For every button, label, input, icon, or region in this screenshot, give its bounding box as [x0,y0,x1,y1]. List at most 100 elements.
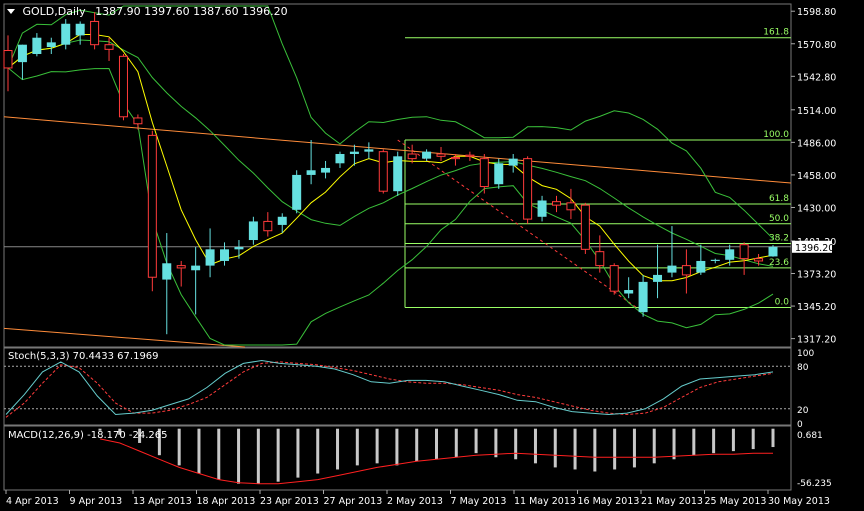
price-tick-label: 1570.80 [797,40,836,51]
candle [422,149,432,161]
candle-body [681,265,691,276]
candle-body [191,265,201,271]
price-tick-label: 1486.00 [797,138,836,149]
fib-label: 38.2 [769,234,789,244]
symbol-label: GOLD,Daily [22,5,86,18]
macd-panel-frame [3,425,792,491]
chevron-down-icon[interactable] [7,9,15,14]
candle [710,258,720,264]
candle-body [321,167,331,173]
candle [580,202,590,254]
fib-label: 50.0 [769,214,789,224]
candle-body [263,220,273,232]
candle-body [537,200,547,217]
candle [3,35,13,92]
stoch-axis-label: 20 [797,406,809,416]
macd-bar [276,428,280,482]
candle-body [364,149,374,152]
candle-body [407,153,417,160]
time-tick-label: 11 May 2013 [514,496,576,507]
macd-bar [157,428,161,456]
price-tick-label: 1317.20 [797,335,836,346]
macd-bar [672,428,676,460]
candle [768,245,778,257]
candle [349,144,359,166]
price-tick-label: 1430.00 [797,203,836,214]
macd-label: MACD(12,26,9) -18.170 -24.265 [8,430,168,441]
stoch-axis-label: 80 [797,363,809,373]
candle-body [306,170,316,175]
candle-body [349,151,359,154]
fib-label: 161.8 [763,28,789,38]
price-tick-label: 1542.80 [797,72,836,83]
candle [306,140,316,185]
candle [508,153,518,173]
candle-body [335,153,345,164]
candle [32,33,42,57]
macd-bar [197,428,201,474]
macd-bar [553,428,557,468]
candle [162,233,172,335]
candle [551,195,561,213]
macd-bar [336,428,340,470]
macd-bar [177,428,181,466]
candle-body [465,154,475,157]
candle-body [220,249,230,261]
candle-body [768,246,778,257]
candle-body [162,263,172,280]
candle [566,188,576,220]
time-tick-label: 25 May 2013 [705,496,767,507]
candle [90,12,100,50]
candle-body [46,42,56,48]
fib-label: 61.8 [769,194,789,204]
bollinger-upper [7,5,774,240]
candle [277,213,287,234]
fib-anchor-line [397,139,644,313]
candle-body [609,265,619,292]
macd-bar [573,428,577,470]
candle-body [3,50,13,69]
candle [292,170,302,214]
macd-bar [118,428,122,435]
candle [681,249,691,294]
stoch-label: Stoch(5,3,3) 70.4433 67.1969 [8,351,159,362]
macd-bar [316,428,320,474]
candle-body [292,174,302,210]
candle-body [710,259,720,261]
time-tick-label: 13 Apr 2013 [133,496,192,507]
candle-body [248,221,258,241]
candle [754,253,764,266]
candle-body [450,156,460,160]
chart-title: GOLD,Daily 1387.90 1397.60 1387.60 1396.… [7,6,288,18]
stoch-panel-frame [3,347,792,426]
current-price-label: 1396.20 [795,243,834,254]
macd-bar [751,428,755,450]
candle-body [754,258,764,262]
time-tick-label: 23 Apr 2013 [260,496,319,507]
candle [364,142,374,159]
current-price-box [792,240,832,253]
candle [436,147,446,161]
macd-bar [395,428,399,466]
candle [494,158,504,189]
candle [696,244,706,275]
candle [378,149,388,194]
candle [118,53,128,121]
candle-body [566,202,576,211]
candle-body [595,251,605,267]
time-tick-label: 21 May 2013 [641,496,703,507]
candle [321,160,331,179]
candle [537,195,547,222]
fib-label: 0.0 [775,297,790,307]
fib-label: 100.0 [763,130,789,140]
candle [638,274,648,317]
candle-body [638,281,648,313]
time-tick-label: 2 May 2013 [387,496,443,507]
candle-body [118,55,128,118]
candle [624,277,634,299]
price-tick-label: 1373.20 [797,270,836,281]
macd-bar [771,428,775,448]
time-tick-label: 18 Apr 2013 [197,496,256,507]
price-tick-label: 1598.80 [797,7,836,18]
